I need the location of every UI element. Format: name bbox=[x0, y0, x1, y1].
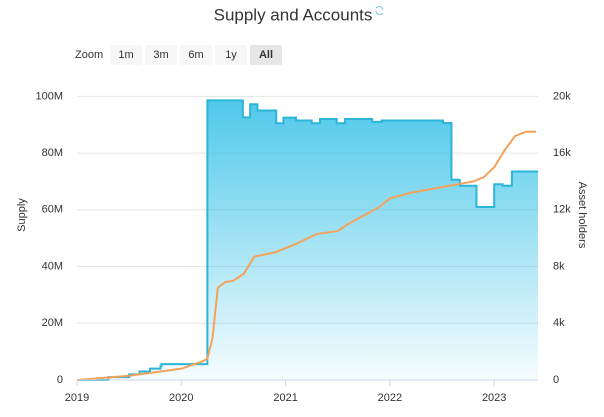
step-line bbox=[77, 99, 538, 381]
line bbox=[76, 130, 536, 381]
y2-tick-label: 12k bbox=[553, 204, 571, 216]
chart-title: Supply and Accounts bbox=[214, 5, 373, 24]
zoom-button[interactable] bbox=[215, 45, 247, 65]
zoom-button-label[interactable]: 6m bbox=[188, 49, 203, 61]
zoom-button[interactable] bbox=[110, 45, 142, 65]
zoom-button-label[interactable]: 1y bbox=[225, 49, 237, 61]
zoom-button[interactable] bbox=[250, 45, 282, 65]
zoom-button-label[interactable]: 3m bbox=[153, 49, 168, 61]
y-tick-label: 100M bbox=[35, 90, 63, 102]
y-tick-label: 20M bbox=[42, 317, 63, 329]
y2-tick-label: 4k bbox=[553, 317, 565, 329]
x-tick-label: 2019 bbox=[65, 392, 89, 404]
x-tick-label: 2020 bbox=[169, 392, 193, 404]
zoom-button-label[interactable]: All bbox=[259, 49, 273, 61]
y2-tick-label: 8k bbox=[553, 260, 565, 272]
x-tick-label: 2023 bbox=[482, 392, 506, 404]
area-fill bbox=[77, 100, 538, 380]
y2-tick-label: 0 bbox=[553, 374, 559, 386]
zoom-button-label[interactable]: 1m bbox=[118, 49, 133, 61]
x-tick-label: 2022 bbox=[378, 392, 402, 404]
zoom-label: Zoom bbox=[75, 49, 103, 61]
y-tick-label: 80M bbox=[42, 147, 63, 159]
y-tick-label: 60M bbox=[42, 204, 63, 216]
y-tick-label: 40M bbox=[42, 260, 63, 272]
y2-tick-label: 20k bbox=[553, 90, 571, 102]
zoom-button[interactable] bbox=[145, 45, 177, 65]
zoom-button[interactable] bbox=[180, 45, 212, 65]
y2-tick-label: 16k bbox=[553, 147, 571, 159]
y-axis-title: Supply bbox=[16, 198, 28, 232]
y-tick-label: 0 bbox=[57, 374, 63, 386]
title-icon bbox=[375, 6, 384, 15]
x-tick-label: 2021 bbox=[273, 392, 297, 404]
y2-axis-title: Asset holders bbox=[576, 182, 588, 249]
